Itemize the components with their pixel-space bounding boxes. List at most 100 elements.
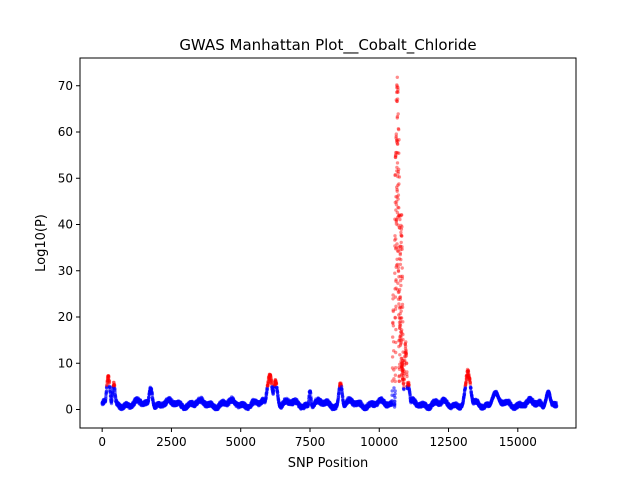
significant-snp-point (106, 374, 110, 378)
significant-snp-point (105, 380, 109, 385)
significant-snp-point (397, 151, 401, 155)
significant-snp-point (266, 381, 270, 386)
significant-snp-point (269, 382, 274, 386)
significant-snp-point (400, 362, 405, 366)
significant-snp-point (400, 331, 404, 335)
significant-snp-point (399, 274, 403, 279)
significant-snp-point (398, 226, 402, 230)
significant-snp-point (107, 379, 111, 383)
snp-point (110, 398, 114, 402)
significant-snp-point (399, 309, 403, 313)
snp-point (390, 389, 394, 393)
significant-snp-point (267, 377, 272, 381)
significant-snp-point (273, 380, 277, 384)
significant-snp-point (398, 214, 402, 218)
snp-point (265, 386, 269, 390)
significant-snp-point (393, 379, 397, 384)
significant-snp-point (401, 377, 405, 381)
significant-snp-point (107, 381, 111, 385)
significant-snp-point (407, 383, 411, 387)
significant-snp-point (268, 375, 272, 379)
significant-snp-point (265, 383, 270, 387)
significant-snp-point (399, 316, 404, 320)
significant-snp-point (106, 374, 110, 378)
significant-snp-point (394, 237, 398, 241)
y-tick-label: 30 (58, 264, 73, 278)
significant-snp-point (398, 251, 402, 255)
significant-snp-point (265, 384, 270, 388)
significant-snp-point (272, 380, 277, 384)
significant-snp-point (268, 372, 272, 377)
significant-snp-point (269, 377, 273, 381)
significant-snp-point (391, 324, 396, 328)
snp-point (469, 386, 473, 390)
x-tick-label: 10000 (360, 435, 398, 449)
significant-snp-point (405, 374, 409, 379)
significant-snp-point (105, 383, 109, 387)
significant-snp-point (394, 98, 398, 102)
significant-snp-point (105, 376, 110, 380)
significant-snp-point (268, 373, 272, 377)
significant-snp-point (397, 379, 401, 383)
significant-snp-point (404, 340, 408, 344)
significant-snp-point (395, 242, 399, 246)
significant-snp-point (273, 383, 278, 387)
significant-snp-point (269, 381, 274, 385)
significant-snp-point (266, 384, 270, 388)
significant-snp-point (266, 380, 270, 384)
snp-point (271, 389, 276, 393)
y-tick-label: 50 (58, 171, 73, 185)
significant-snp-point (266, 383, 270, 388)
significant-snp-point (107, 379, 111, 383)
significant-snp-point (112, 384, 117, 388)
significant-snp-point (267, 373, 272, 377)
significant-snp-point (399, 335, 403, 339)
significant-snp-point (405, 370, 409, 374)
snp-point (393, 392, 397, 396)
significant-snp-point (268, 373, 273, 377)
significant-snp-point (394, 350, 398, 355)
significant-snp-point (267, 378, 271, 382)
significant-snp-point (400, 234, 404, 238)
significant-snp-point (391, 320, 395, 325)
significant-snp-point (267, 372, 272, 376)
significant-snp-point (107, 381, 112, 385)
snp-point (105, 384, 109, 389)
significant-snp-point (396, 197, 400, 201)
significant-snp-point (112, 380, 116, 385)
significant-snp-point (268, 373, 272, 377)
x-axis-label: SNP Position (288, 456, 369, 471)
significant-snp-point (273, 380, 278, 384)
significant-snp-point (105, 380, 110, 384)
significant-snp-point (391, 335, 395, 339)
significant-snp-point (398, 319, 403, 324)
snp-point (336, 395, 341, 399)
x-tick-label: 5000 (225, 435, 256, 449)
significant-snp-point (393, 373, 398, 377)
significant-snp-point (400, 328, 404, 332)
significant-snp-point (395, 161, 400, 165)
significant-snp-point (273, 379, 277, 383)
snp-point (393, 389, 397, 393)
significant-snp-point (397, 206, 401, 210)
snp-point (341, 395, 345, 399)
significant-snp-point (272, 383, 277, 387)
significant-snp-point (401, 371, 405, 375)
significant-snp-point (106, 374, 111, 379)
significant-snp-point (274, 381, 278, 386)
significant-snp-point (269, 379, 273, 383)
y-tick-label: 70 (58, 79, 73, 93)
significant-snp-point (468, 377, 472, 381)
significant-snp-point (265, 383, 270, 388)
significant-snp-point (266, 377, 271, 381)
significant-snp-point (267, 375, 271, 379)
significant-snp-point (400, 247, 404, 251)
significant-snp-point (397, 167, 401, 171)
significant-snp-point (404, 354, 409, 358)
significant-snp-point (273, 382, 277, 386)
significant-snp-point (269, 378, 274, 383)
significant-snp-point (394, 154, 398, 158)
significant-snp-point (267, 379, 271, 383)
significant-snp-point (396, 88, 400, 92)
significant-snp-point (398, 217, 402, 222)
